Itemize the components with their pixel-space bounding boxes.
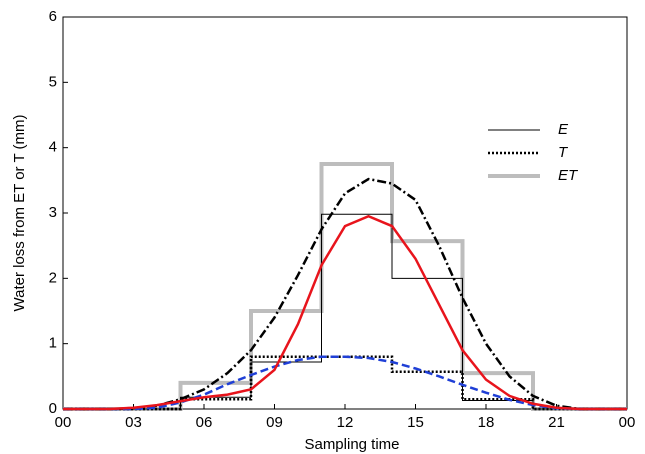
y-tick-label: 3: [49, 204, 57, 221]
y-tick-label: 1: [49, 335, 57, 352]
y-tick-label: 2: [49, 269, 57, 286]
y-tick-label: 0: [49, 400, 57, 417]
series-line: [63, 162, 627, 411]
y-tick-label: 6: [49, 8, 57, 25]
plot-frame: [62, 16, 628, 410]
y-tick-label: 4: [49, 139, 57, 156]
x-tick-label: 03: [125, 414, 142, 431]
x-tick-label: 00: [55, 414, 72, 431]
series-line: [63, 213, 627, 410]
x-tick-label: 15: [407, 414, 424, 431]
y-axis-label: Water loss from ET or T (mm): [11, 115, 28, 312]
series-line: [63, 355, 627, 411]
x-tick-label: 21: [548, 414, 565, 431]
x-tick-label: 12: [337, 414, 354, 431]
x-tick-label: 09: [266, 414, 283, 431]
y-tick-label: 5: [49, 73, 57, 90]
series-line: [63, 355, 627, 411]
x-tick-label: 00: [619, 414, 636, 431]
x-axis-label: Sampling time: [304, 436, 399, 453]
series-line: [63, 177, 627, 411]
legend-text: E: [558, 121, 569, 138]
legend-text: ET: [558, 167, 579, 184]
x-tick-label: 06: [196, 414, 213, 431]
x-tick-label: 18: [478, 414, 495, 431]
legend-text: T: [558, 144, 569, 161]
series-line: [63, 214, 627, 411]
